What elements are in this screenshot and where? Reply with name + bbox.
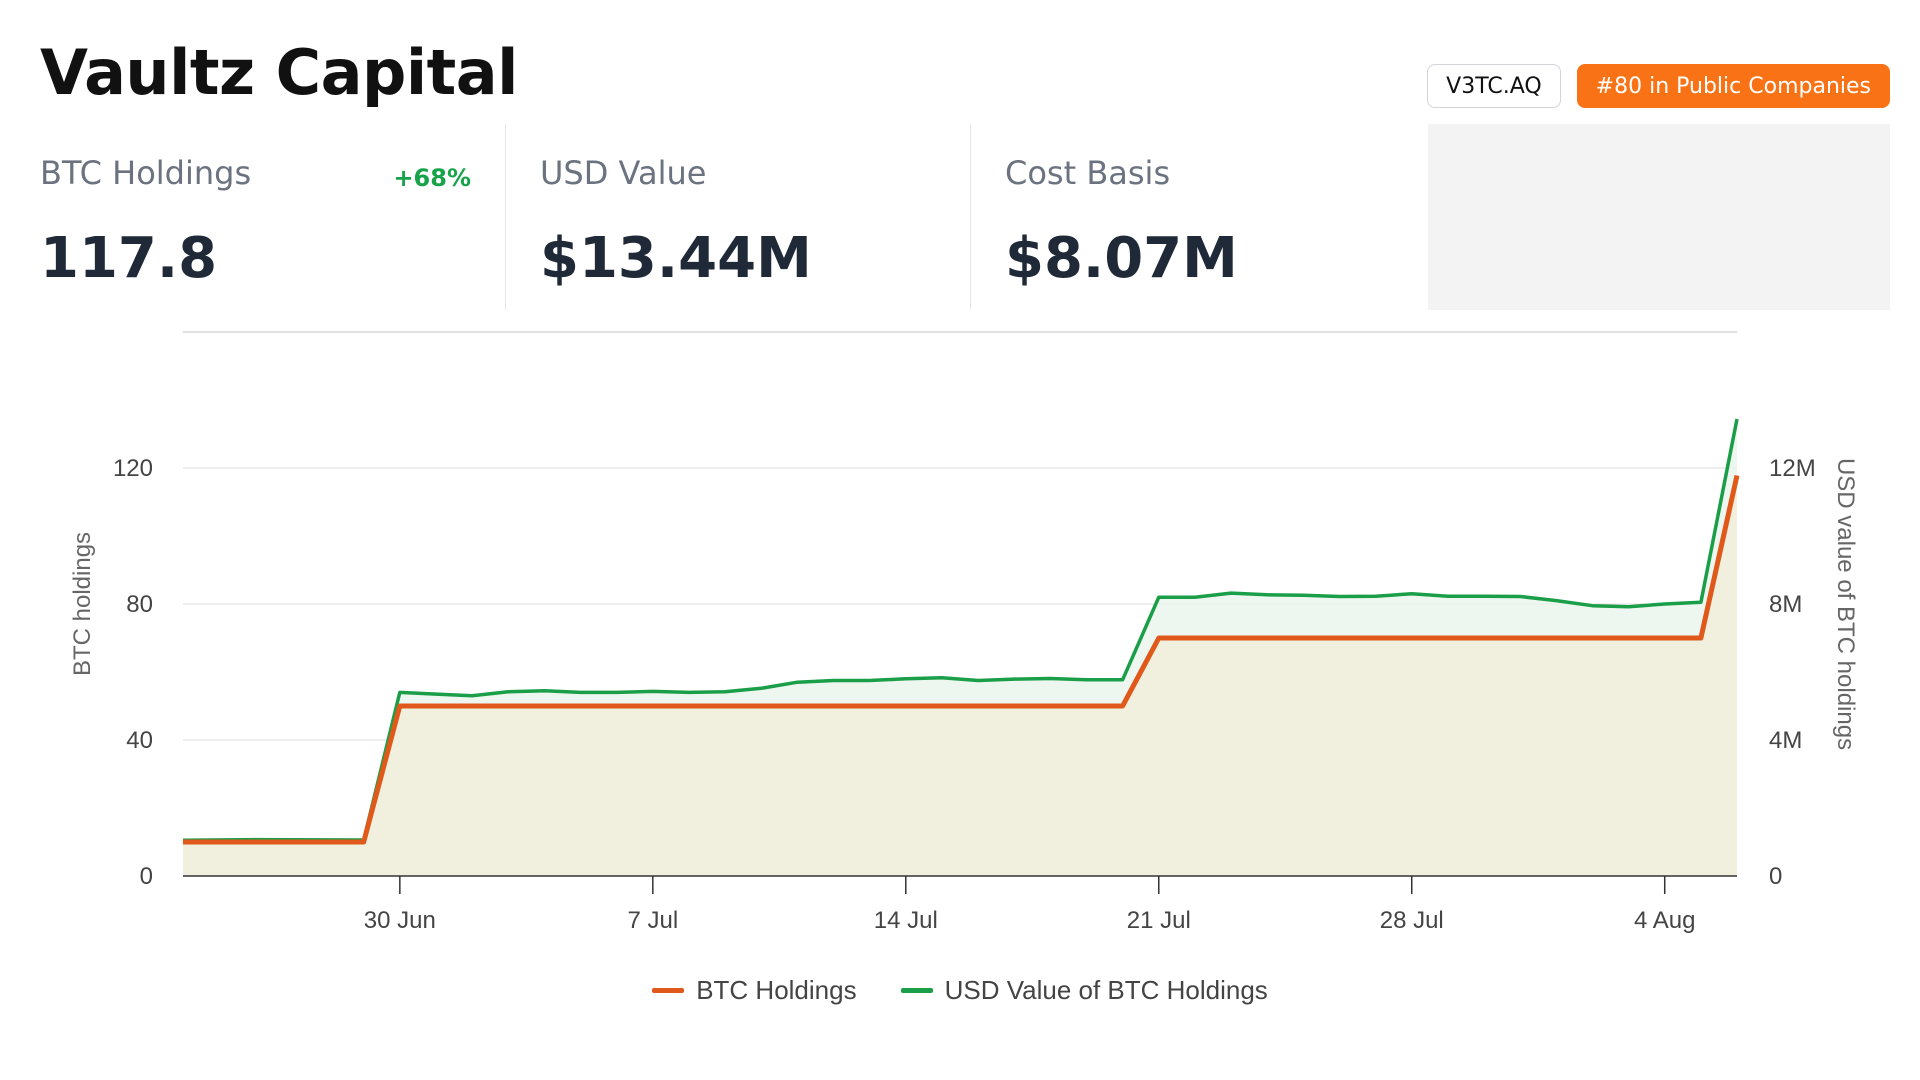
legend: BTC Holdings USD Value of BTC Holdings: [0, 975, 1920, 1006]
x-tick-label: 30 Jun: [364, 907, 436, 934]
y-left-tick-label: 0: [140, 863, 153, 890]
holdings-chart: 0 40 80 120 0 4M 8M 12M BTC holdings USD value of…: [69, 331, 1859, 934]
btc-area-fill: [183, 475, 1737, 876]
stat-label: BTC Holdings: [40, 154, 252, 192]
stat-value: $8.07M: [1005, 226, 1238, 291]
rank-badge[interactable]: #80 in Public Companies: [1576, 64, 1890, 108]
x-tick-label: 21 Jul: [1127, 907, 1191, 934]
page-title: Vaultz Capital: [40, 36, 518, 109]
legend-item-btc[interactable]: BTC Holdings: [652, 975, 857, 1006]
y-right-axis-title: USD value of BTC holdings: [1832, 458, 1859, 750]
x-tick-label: 7 Jul: [627, 907, 678, 934]
x-tick-label: 28 Jul: [1380, 907, 1444, 934]
stat-label: Cost Basis: [1005, 154, 1171, 192]
y-left-axis-title: BTC holdings: [69, 532, 96, 676]
series-line-usd-value: [182, 418, 1739, 843]
legend-item-usd[interactable]: USD Value of BTC Holdings: [900, 975, 1268, 1006]
x-tick-label: 4 Aug: [1634, 907, 1695, 934]
legend-swatch: [900, 988, 933, 993]
series-line-btc-holdings: [183, 474, 1740, 845]
usd-band-fill: [183, 419, 1737, 842]
axes: 0 40 80 120 0 4M 8M 12M BTC holdings USD value of…: [69, 455, 1859, 934]
legend-label: BTC Holdings: [696, 975, 857, 1005]
stat-usd-value: USD Value $13.44M: [505, 124, 970, 310]
stat-cost-basis: Cost Basis $8.07M: [970, 124, 1428, 310]
y-right-tick-label: 8M: [1769, 591, 1802, 618]
placeholder-panel: [1428, 124, 1890, 310]
stats-row: BTC Holdings +68% 117.8 USD Value $13.44…: [40, 124, 1428, 310]
area: [183, 419, 1737, 876]
y-left-tick-label: 120: [113, 455, 153, 482]
y-left-tick-label: 40: [126, 727, 153, 754]
ticker-badge[interactable]: V3TC.AQ: [1427, 64, 1561, 108]
change-badge: +68%: [393, 164, 471, 192]
x-tick-label: 14 Jul: [874, 907, 938, 934]
stat-value: $13.44M: [540, 226, 812, 291]
legend-swatch: [652, 988, 685, 993]
y-right-tick-label: 12M: [1769, 455, 1816, 482]
y-right-tick-label: 4M: [1769, 727, 1802, 754]
y-right-tick-label: 0: [1769, 863, 1782, 890]
badge-group: V3TC.AQ #80 in Public Companies: [1427, 64, 1890, 108]
series-lines: [182, 418, 1740, 845]
y-left-tick-label: 80: [126, 591, 153, 618]
legend-label: USD Value of BTC Holdings: [944, 975, 1268, 1005]
stat-value: 117.8: [40, 226, 218, 291]
stat-label: USD Value: [540, 154, 707, 192]
stat-btc-holdings: BTC Holdings +68% 117.8: [40, 124, 505, 310]
